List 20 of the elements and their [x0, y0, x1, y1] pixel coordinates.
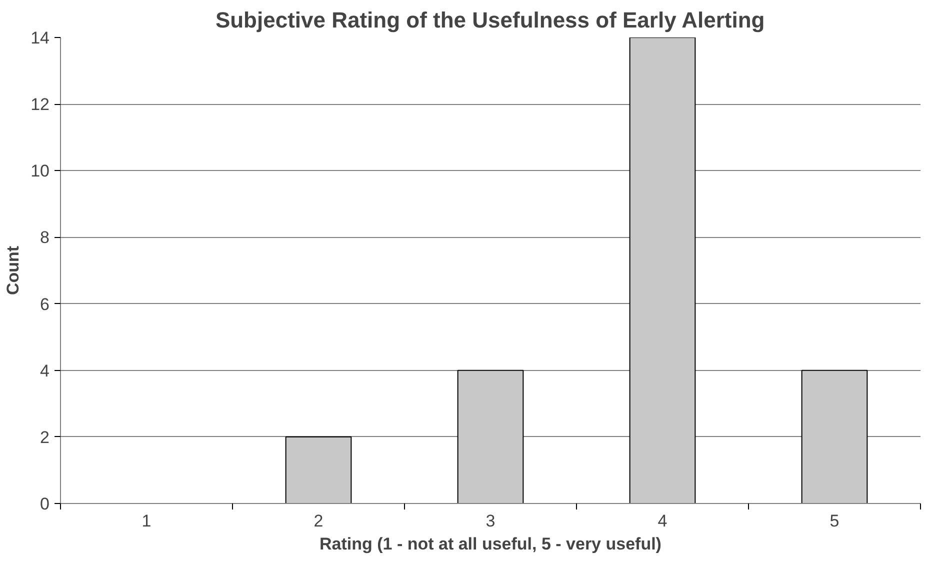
y-tick-label: 14 [30, 28, 50, 48]
x-tick-label: 5 [830, 512, 840, 530]
x-tick-label: 2 [314, 512, 324, 530]
bar [629, 38, 696, 504]
x-tick-label: 3 [486, 512, 496, 530]
x-tick-label: 4 [658, 512, 668, 530]
bar [457, 370, 524, 504]
y-tick-label: 8 [40, 228, 50, 248]
y-tick-label: 0 [40, 494, 50, 514]
chart-title: Subjective Rating of the Usefulness of Early Alerting [215, 8, 765, 32]
y-tick-label: 6 [40, 294, 50, 314]
bar [285, 436, 352, 504]
bar [801, 370, 868, 504]
x-axis-title: Rating (1 - not at all useful, 5 - very useful) [320, 534, 662, 554]
y-tick-label: 10 [30, 162, 50, 181]
y-tick-label: 12 [30, 95, 50, 114]
y-tick-label: 4 [40, 361, 50, 380]
x-tick-label: 1 [142, 512, 152, 530]
y-axis-title: Count [4, 246, 23, 296]
y-tick-label: 2 [40, 428, 50, 447]
